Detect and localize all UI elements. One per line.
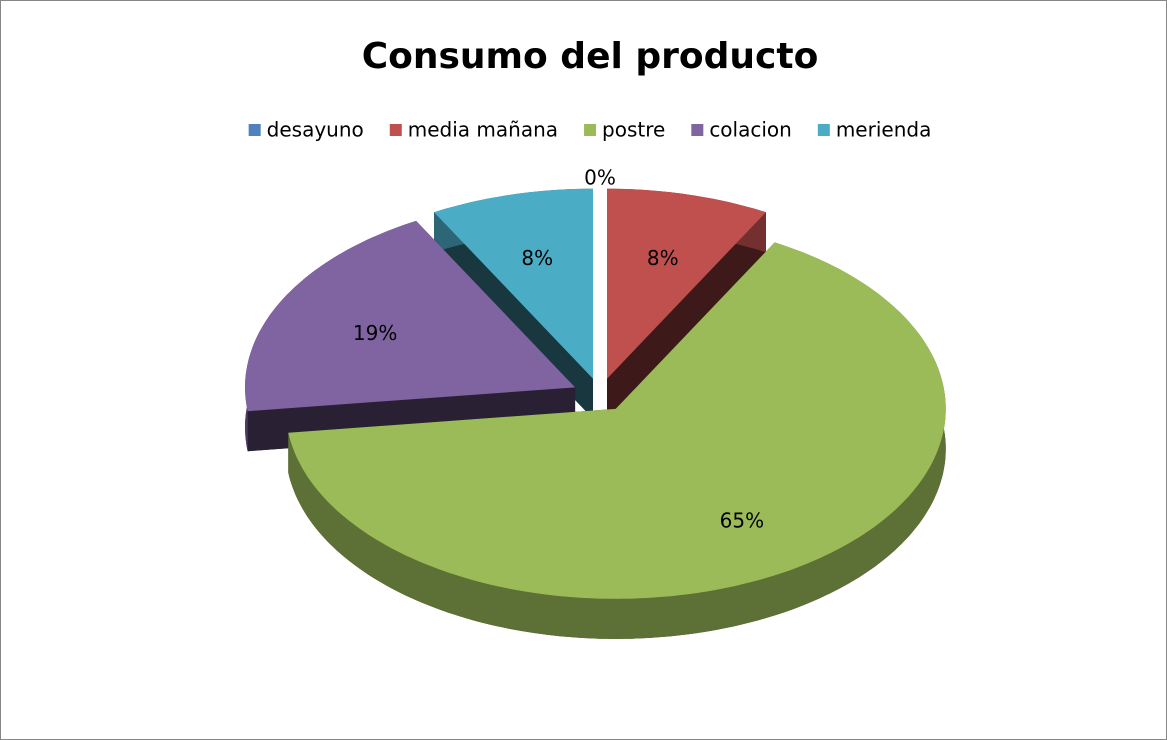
pie: [245, 188, 946, 639]
legend: desayuno media mañana postre colacion merien…: [248, 118, 932, 142]
legend-swatch: [691, 124, 704, 136]
slice: [434, 188, 593, 379]
legend-label: merienda: [836, 118, 932, 142]
legend-item: merienda: [817, 118, 932, 142]
legend-label: media mañana: [408, 118, 558, 142]
data-label: 8%: [521, 246, 553, 270]
data-label: 8%: [647, 246, 679, 270]
slice-side: [607, 212, 766, 419]
legend-swatch: [817, 124, 830, 136]
chart-title: Consumo del producto: [362, 36, 819, 77]
slice: [288, 242, 946, 599]
data-labels: 0% 8% 65% 19% 8%: [353, 166, 764, 533]
legend-item: postre: [584, 118, 665, 142]
data-label: 0%: [584, 166, 616, 190]
slice: [607, 188, 766, 379]
legend-item: desayuno: [248, 118, 364, 142]
legend-label: desayuno: [267, 118, 364, 142]
slice: [245, 220, 576, 412]
legend-label: colacion: [709, 118, 792, 142]
legend-swatch: [389, 124, 402, 136]
legend-label: postre: [602, 118, 665, 142]
legend-item: colacion: [691, 118, 792, 142]
data-label: 19%: [353, 321, 397, 345]
legend-swatch: [248, 124, 261, 136]
data-label: 65%: [720, 508, 764, 532]
legend-swatch: [584, 124, 597, 136]
legend-item: media mañana: [389, 118, 558, 142]
